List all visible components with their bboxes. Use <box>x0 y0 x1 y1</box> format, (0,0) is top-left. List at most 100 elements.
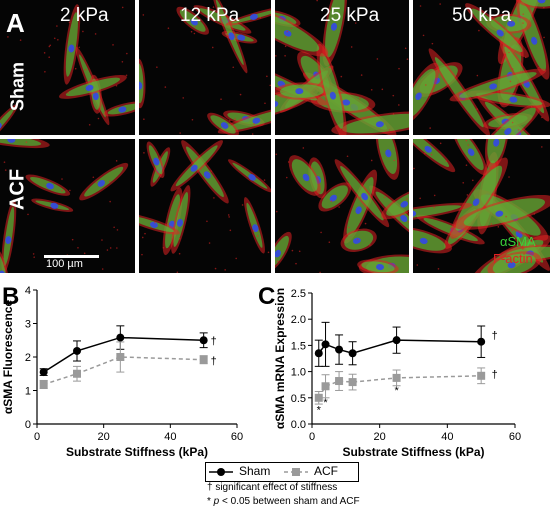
speck <box>388 129 391 131</box>
legend-sham-marker <box>217 468 225 476</box>
speck <box>543 6 545 9</box>
speck <box>190 30 193 33</box>
cell-nucleus <box>92 92 99 101</box>
cell-nucleus <box>150 221 158 229</box>
speck <box>543 36 545 39</box>
y-tick-label: 1.5 <box>291 340 306 352</box>
cell-asma <box>0 139 42 146</box>
legend-sham-label: Sham <box>239 464 271 478</box>
y-tick-label: 0.0 <box>291 419 306 431</box>
speck <box>229 229 232 232</box>
cell <box>0 104 18 135</box>
speck <box>113 226 115 229</box>
footnote-star-mark: * <box>207 496 214 507</box>
legend-acf-marker <box>292 468 300 476</box>
speck <box>338 206 340 208</box>
cell <box>170 140 223 192</box>
cell-asma <box>413 139 450 167</box>
cell <box>465 3 529 58</box>
cell-asma <box>340 166 384 221</box>
speck <box>220 98 222 101</box>
micrograph-sham-50kpa <box>413 0 550 135</box>
x-tick-label: 60 <box>509 431 521 443</box>
micrograph-acf-25kpa <box>275 139 409 273</box>
data-point-sham <box>39 368 48 377</box>
cell-nucleus <box>50 202 59 209</box>
cell <box>0 248 10 273</box>
row-label-sham: Sham <box>7 61 28 112</box>
speck <box>476 108 478 110</box>
speck <box>392 94 395 97</box>
speck <box>533 213 536 215</box>
cell <box>146 141 165 178</box>
speck <box>424 152 426 155</box>
cell <box>288 155 321 196</box>
cell <box>381 186 409 220</box>
speck <box>511 68 514 70</box>
stain-label-factin: F-actin <box>493 251 533 266</box>
speck <box>252 229 255 232</box>
speck <box>393 159 395 162</box>
speck <box>77 246 79 249</box>
speck <box>267 251 270 254</box>
speck <box>106 249 109 251</box>
speck <box>48 45 51 48</box>
speck <box>141 236 144 239</box>
cell <box>25 174 71 196</box>
speck <box>437 268 440 270</box>
speck <box>156 66 158 68</box>
cell-nucleus <box>97 180 105 187</box>
speck <box>330 200 333 202</box>
stiffness-label-2kpa: 2 kPa <box>60 5 109 26</box>
speck <box>419 197 421 200</box>
speck <box>291 249 294 252</box>
cell <box>375 139 400 180</box>
data-point-acf <box>39 380 48 389</box>
speck <box>287 161 290 163</box>
cell <box>479 102 543 135</box>
y-tick-label: 0.5 <box>291 393 306 405</box>
cell-nucleus <box>385 149 392 158</box>
speck <box>290 27 293 30</box>
cells-layer <box>0 4 135 135</box>
cells-layer <box>275 139 409 273</box>
chart-c: 0.0 0.5 1.0 1.5 2.0 2.5 0 20 40 60 Substrate Stiff… <box>273 288 521 459</box>
speck <box>302 147 305 149</box>
data-point-sham <box>348 349 357 358</box>
cell-nucleus <box>68 44 75 53</box>
speck <box>359 196 361 199</box>
speck <box>74 67 77 70</box>
y-tick-label: 4 <box>25 285 31 297</box>
speck <box>508 176 510 178</box>
legend: Sham ACF <box>205 462 359 482</box>
cell <box>31 198 74 212</box>
legend-symbols <box>209 468 308 476</box>
speck <box>109 200 111 203</box>
y-tick-label: 3 <box>25 319 31 331</box>
speck <box>490 223 493 225</box>
speck <box>269 84 271 87</box>
cells-layer <box>139 0 271 135</box>
speck <box>430 153 433 156</box>
cell-nucleus <box>220 122 229 129</box>
stiffness-label-12kpa: 12 kPa <box>180 5 240 26</box>
speck <box>4 169 7 171</box>
speck <box>350 46 353 48</box>
cell-nucleus <box>489 83 498 90</box>
speck <box>92 176 95 179</box>
speck <box>142 14 145 16</box>
speck <box>95 181 97 184</box>
speck <box>276 260 279 263</box>
cell-nucleus <box>248 173 256 181</box>
speck <box>109 180 111 183</box>
data-point-sham <box>392 336 401 345</box>
speck <box>162 246 165 249</box>
speck <box>328 241 331 243</box>
speck <box>78 46 81 49</box>
cell <box>413 62 440 124</box>
speck <box>381 88 384 91</box>
footnote-star-text: < 0.05 between sham and ACF <box>219 496 360 507</box>
cell-nucleus <box>415 92 422 101</box>
cell <box>340 228 377 252</box>
speck <box>316 0 318 2</box>
